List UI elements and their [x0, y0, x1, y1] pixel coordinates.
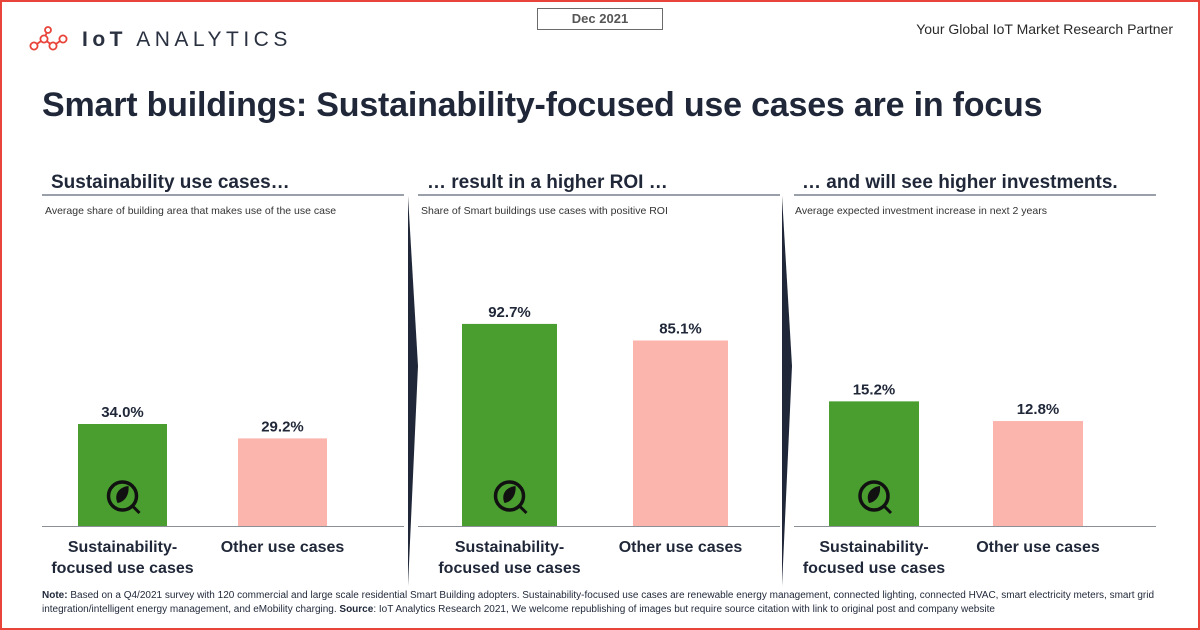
chart-2-category-label-1-line-2: focused use cases [438, 560, 580, 577]
panel-1-subtitle: Average share of building area that make… [45, 205, 337, 217]
panel-3-heading: … and will see higher investments. [802, 172, 1118, 193]
panel-3-rule [794, 194, 1156, 196]
note-label: Note: [42, 590, 68, 601]
panel-3-subtitle: Average expected investment increase in … [795, 205, 1047, 217]
panel-2-heading: … result in a higher ROI … [427, 172, 668, 193]
chart-1-value-label-2: 29.2% [261, 418, 304, 435]
chart-3-category-label-1-line-2: focused use cases [803, 560, 945, 577]
chart-1-category-label-1-line-2: focused use cases [51, 560, 193, 577]
chart-1-value-label-1: 34.0% [101, 404, 144, 421]
note-text: Based on a Q4/2021 survey with 120 comme… [42, 590, 1155, 615]
chart-2-bar-2 [633, 340, 728, 526]
panel-1-rule [42, 194, 404, 196]
brand-logo[interactable]: IoT ANALYTICS [28, 26, 292, 54]
chart-3-eco-plug-icon-ring [858, 480, 890, 512]
panel-2-rule [418, 194, 780, 196]
chart-2-category-label-2-line-1: Other use cases [619, 539, 743, 556]
panel-divider-arrow-2 [782, 196, 792, 586]
footnote: Note: Based on a Q4/2021 survey with 120… [42, 589, 1162, 616]
panel-2-subtitle: Share of Smart buildings use cases with … [421, 205, 668, 217]
chart-3-eco-plug-icon-plug [882, 504, 893, 515]
logo-light-text: ANALYTICS [136, 28, 292, 51]
network-nodes-icon [29, 26, 68, 51]
chart-1-eco-plug-icon-leaf [116, 486, 129, 503]
chart-3-bar-2 [993, 421, 1083, 526]
logo-bold-text: IoT [82, 28, 127, 51]
date-badge: Dec 2021 [537, 8, 663, 30]
chart-2-value-label-1: 92.7% [488, 304, 531, 321]
chart-1-eco-plug-icon-plug [131, 504, 141, 515]
chart-1-category-label-1-line-1: Sustainability- [68, 539, 177, 556]
chart-3-eco-plug-icon-leaf [867, 486, 881, 503]
page-title: Smart buildings: Sustainability-focused … [42, 86, 1043, 124]
panel-1-heading: Sustainability use cases… [51, 172, 290, 193]
source-label: Source [339, 603, 374, 615]
chart-2-eco-plug-icon-leaf [503, 486, 516, 503]
chart-3-bar-1 [829, 401, 919, 526]
chart-1-bar-2 [238, 438, 327, 526]
chart-1-eco-plug-icon-ring [106, 480, 139, 512]
tagline: Your Global IoT Market Research Partner [916, 21, 1173, 37]
chart-2-value-label-2: 85.1% [659, 320, 702, 337]
chart-3-value-label-2: 12.8% [1017, 401, 1060, 418]
chart-3-category-label-2-line-1: Other use cases [976, 539, 1100, 556]
chart-2-eco-plug-icon-plug [518, 504, 528, 515]
chart-3-value-label-1: 15.2% [853, 381, 896, 398]
chart-1-category-label-2-line-1: Other use cases [221, 539, 345, 556]
chart-2-eco-plug-icon-ring [493, 480, 526, 512]
chart-2-category-label-1-line-1: Sustainability- [455, 539, 564, 556]
panel-divider-arrow-1 [408, 196, 418, 586]
source-text: : IoT Analytics Research 2021, We welcom… [373, 603, 995, 615]
chart-3-category-label-1-line-1: Sustainability- [819, 539, 928, 556]
